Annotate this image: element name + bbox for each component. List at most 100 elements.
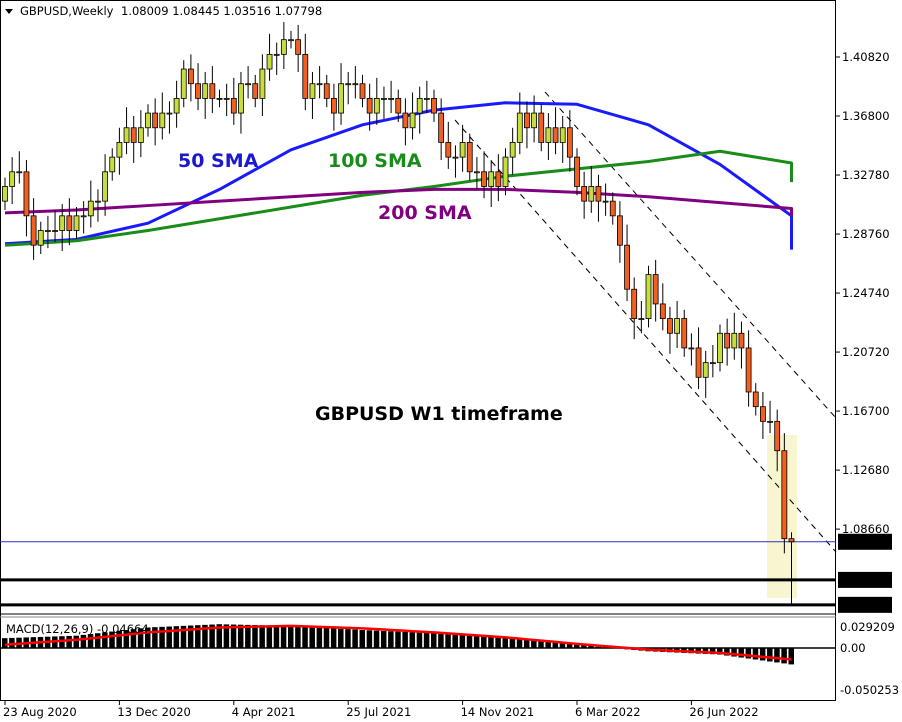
macd-histogram-bar bbox=[137, 628, 144, 648]
x-tick-label: 6 Mar 2022 bbox=[575, 705, 641, 719]
bull-candle bbox=[266, 53, 273, 70]
bear-candle bbox=[581, 186, 588, 202]
macd-histogram-bar bbox=[466, 635, 473, 648]
bull-candle bbox=[531, 112, 537, 129]
bear-candle bbox=[152, 112, 159, 129]
macd-histogram-bar bbox=[130, 629, 137, 648]
bear-candle bbox=[295, 39, 302, 55]
bear-candle bbox=[395, 97, 402, 114]
bear-candle bbox=[788, 538, 795, 543]
bear-candle bbox=[566, 127, 573, 158]
bear-candle bbox=[781, 450, 788, 540]
x-tick-label: 13 Dec 2020 bbox=[117, 705, 190, 719]
bear-candle bbox=[466, 142, 473, 173]
triangle-down-icon[interactable] bbox=[5, 9, 13, 14]
y-tick-label: 1.40820 bbox=[842, 50, 890, 64]
bear-candle bbox=[681, 318, 688, 349]
bull-candle bbox=[9, 171, 16, 187]
y-tick-label: 1.32780 bbox=[842, 168, 890, 182]
macd-histogram-bar bbox=[581, 645, 587, 648]
bull-candle bbox=[388, 97, 395, 100]
macd-histogram-bar bbox=[216, 624, 222, 648]
bull-candle bbox=[409, 112, 416, 129]
bull-candle bbox=[59, 215, 66, 231]
y-tick-label: 1.36800 bbox=[842, 109, 890, 123]
bear-candle bbox=[195, 83, 201, 99]
macd-histogram-bar bbox=[452, 634, 458, 648]
bear-candle bbox=[402, 112, 409, 129]
bull-candle bbox=[602, 200, 609, 203]
y-tick-label: 1.28760 bbox=[842, 227, 890, 241]
price-tag-1.07798: 1.07798 bbox=[842, 535, 890, 549]
bull-candle bbox=[688, 347, 695, 350]
macd-histogram-bar bbox=[352, 629, 358, 648]
macd-histogram-bar bbox=[288, 625, 294, 648]
macd-histogram-bar bbox=[237, 624, 244, 648]
y-tick-label: 1.12680 bbox=[842, 463, 890, 477]
macd-histogram-bar bbox=[731, 648, 737, 657]
macd-tick-label: 0.029209 bbox=[840, 620, 895, 634]
bear-candle bbox=[738, 332, 745, 349]
bull-candle bbox=[373, 97, 380, 114]
bear-candle bbox=[359, 83, 366, 99]
macd-label: MACD(12,26,9) -0.04664 bbox=[6, 622, 149, 636]
bear-candle bbox=[624, 244, 630, 290]
macd-histogram-bar bbox=[109, 631, 115, 648]
x-tick-label: 14 Nov 2021 bbox=[461, 705, 535, 719]
bear-candle bbox=[538, 112, 545, 143]
macd-histogram-bar bbox=[345, 629, 351, 648]
bear-candle bbox=[760, 406, 766, 422]
bull-candle bbox=[238, 83, 244, 114]
macd-histogram-bar bbox=[431, 633, 437, 648]
bull-candle bbox=[709, 362, 716, 365]
macd-histogram-bar bbox=[359, 629, 365, 648]
macd-histogram-bar bbox=[195, 625, 201, 648]
macd-histogram-bar bbox=[295, 626, 301, 648]
bull-candle bbox=[95, 200, 101, 203]
x-tick-label: 26 Jun 2022 bbox=[689, 705, 758, 719]
bull-candle bbox=[202, 83, 209, 99]
bear-candle bbox=[617, 215, 623, 246]
bull-candle bbox=[87, 200, 94, 217]
bear-candle bbox=[695, 347, 702, 378]
bull-candle bbox=[145, 112, 151, 129]
macd-histogram-bar bbox=[388, 631, 394, 648]
macd-histogram-bar bbox=[380, 630, 387, 648]
bull-candle bbox=[180, 68, 187, 99]
macd-histogram-bar bbox=[416, 632, 423, 648]
macd-histogram-bar bbox=[738, 648, 744, 658]
macd-histogram-bar bbox=[538, 641, 544, 648]
macd-histogram-bar bbox=[409, 632, 416, 648]
bear-candle bbox=[574, 156, 580, 187]
bull-candle bbox=[352, 83, 359, 86]
macd-histogram-bar bbox=[166, 626, 172, 648]
bull-candle bbox=[381, 97, 387, 100]
bull-candle bbox=[273, 53, 280, 56]
bull-candle bbox=[502, 156, 509, 187]
bear-candle bbox=[366, 97, 373, 114]
bull-candle bbox=[37, 230, 44, 246]
bear-candle bbox=[130, 127, 137, 143]
macd-histogram-bar bbox=[159, 626, 165, 648]
bull-candle bbox=[731, 332, 738, 349]
time-axis[interactable]: 23 Aug 2020 13 Dec 2020 4 Apr 2021 25 Jul 2… bbox=[3, 700, 759, 719]
macd-histogram-bar bbox=[302, 626, 308, 648]
bear-candle bbox=[752, 391, 759, 408]
macd-histogram-bar bbox=[545, 642, 551, 648]
macd-histogram-bar bbox=[373, 630, 380, 648]
bull-candle bbox=[516, 112, 523, 143]
bull-candle bbox=[459, 142, 466, 158]
macd-histogram-bar bbox=[438, 633, 444, 648]
macd-tick-label: -0.050253 bbox=[840, 683, 899, 697]
y-tick-label: 1.20720 bbox=[842, 345, 890, 359]
macd-histogram-bar bbox=[752, 648, 759, 660]
bear-candle bbox=[631, 288, 638, 319]
price-axis[interactable]: 1.40820 1.36800 1.32780 1.28760 1.24740 1.207… bbox=[836, 50, 899, 697]
bear-candle bbox=[445, 142, 452, 158]
macd-histogram-bar bbox=[323, 627, 330, 648]
bull-candle bbox=[702, 362, 709, 378]
macd-histogram-bar bbox=[9, 637, 15, 648]
macd-histogram-bar bbox=[559, 643, 566, 648]
macd-histogram-bar bbox=[2, 638, 8, 648]
